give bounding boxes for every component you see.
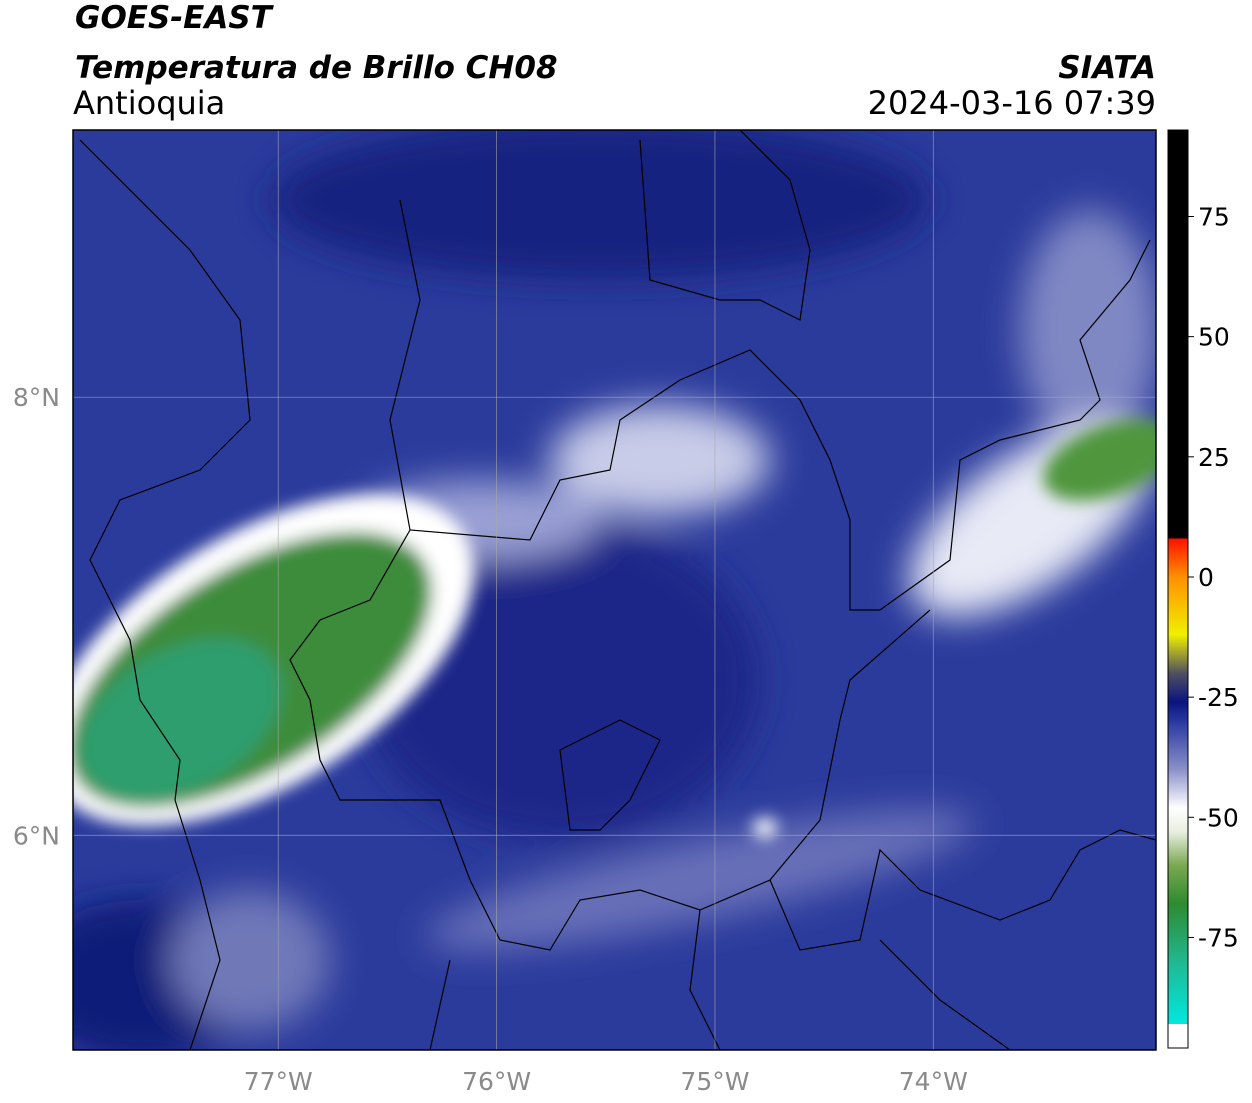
y-tick-label: 8°N xyxy=(13,383,60,412)
y-tick-label: 6°N xyxy=(13,821,60,850)
map-field xyxy=(73,130,1156,1050)
colorbar-tick-label: -75 xyxy=(1198,923,1239,952)
title: GOES-EAST xyxy=(75,0,275,36)
subtitle: Temperatura de Brillo CH08 xyxy=(75,50,558,86)
source: SIATA xyxy=(1058,50,1156,86)
colorbar xyxy=(1167,129,1189,1049)
colorbar-tick-label: 50 xyxy=(1198,323,1230,352)
x-tick-label: 77°W xyxy=(244,1067,313,1096)
x-tick-label: 74°W xyxy=(899,1067,968,1096)
colorbar-tick-label: -25 xyxy=(1198,683,1239,712)
x-tick-label: 75°W xyxy=(680,1067,749,1096)
datetime: 2024-03-16 07:39 xyxy=(868,84,1156,122)
region: Antioquia xyxy=(73,84,225,122)
colorbar-tick-label: -50 xyxy=(1198,803,1239,832)
map-frame xyxy=(72,129,1157,1051)
colorbar-tick-label: 25 xyxy=(1198,443,1230,472)
colorbar-tick-label: 75 xyxy=(1198,203,1230,232)
colorbar-tick-label: 0 xyxy=(1198,563,1214,592)
x-tick-label: 76°W xyxy=(462,1067,531,1096)
